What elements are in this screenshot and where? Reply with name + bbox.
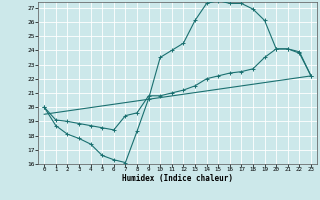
- X-axis label: Humidex (Indice chaleur): Humidex (Indice chaleur): [122, 174, 233, 183]
